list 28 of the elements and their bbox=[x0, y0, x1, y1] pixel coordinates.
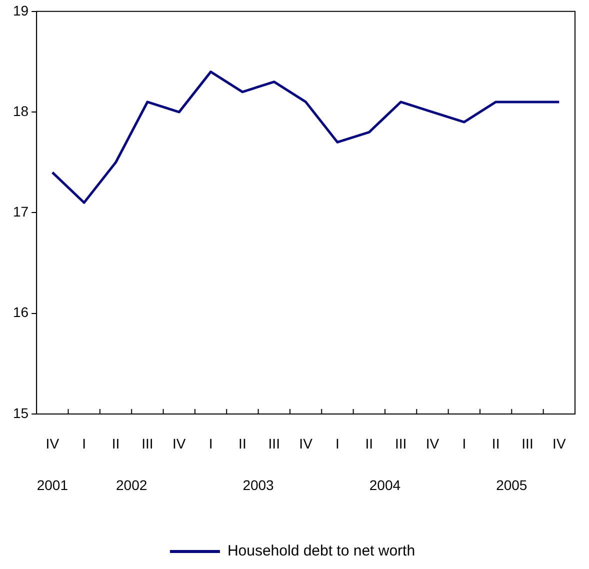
text: 2004 bbox=[369, 476, 401, 493]
x-tick-label: I bbox=[462, 435, 466, 452]
y-tick-label: 17 bbox=[12, 204, 29, 220]
x-tick-label: IV bbox=[299, 435, 314, 452]
x-tick-label: III bbox=[522, 435, 534, 452]
x-tick-label: I bbox=[336, 435, 340, 452]
text: 2001 bbox=[36, 476, 68, 493]
x-tick-label: II bbox=[238, 435, 246, 452]
x-tick-label: II bbox=[365, 435, 374, 452]
y-tick-label: 19 bbox=[12, 2, 29, 18]
text: 2005 bbox=[496, 476, 528, 493]
text: 2003 bbox=[242, 476, 274, 493]
x-tick-label: IV bbox=[172, 435, 186, 452]
x-tick-label: I bbox=[208, 435, 213, 452]
x-tick-label: II bbox=[112, 435, 120, 452]
text: 2002 bbox=[116, 476, 148, 493]
x-tick-label: III bbox=[268, 435, 280, 452]
x-tick-label: III bbox=[142, 435, 154, 452]
x-tick-label: I bbox=[82, 435, 86, 452]
x-tick-label: IV bbox=[552, 435, 566, 452]
y-tick-label: 18 bbox=[12, 102, 29, 119]
x-tick-label: II bbox=[492, 435, 500, 452]
x-tick-label: IV bbox=[46, 435, 60, 452]
y-tick-label: 15 bbox=[12, 404, 29, 421]
x-tick-label: III bbox=[394, 435, 407, 452]
legend-label: Household debt to net worth bbox=[227, 542, 416, 560]
y-tick-label: 16 bbox=[12, 304, 29, 320]
x-tick-label: IV bbox=[426, 435, 440, 452]
